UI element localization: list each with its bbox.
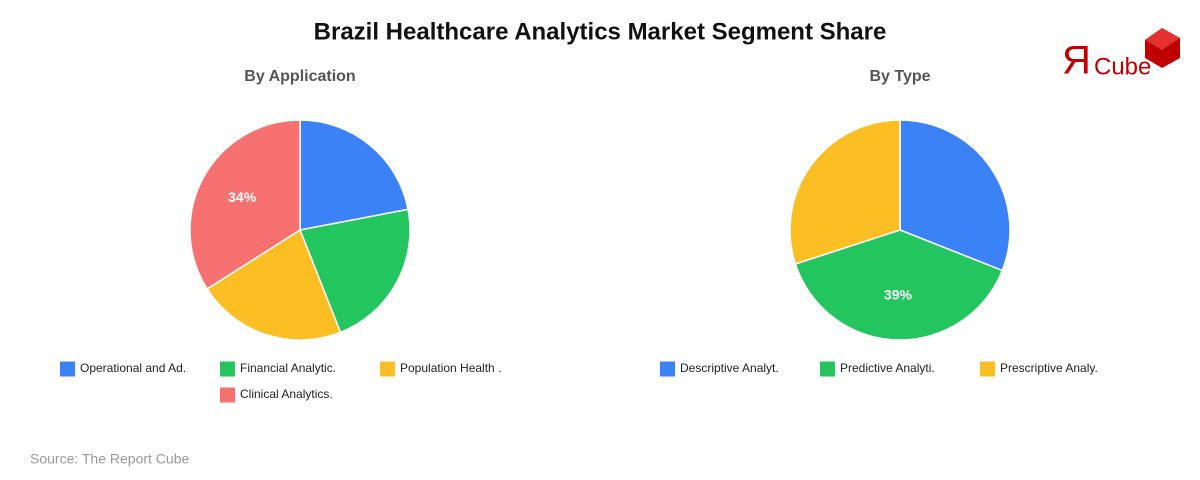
legend-swatch	[220, 387, 235, 403]
legend-label: Operational and Ad.	[80, 361, 186, 375]
source: Source: The Report Cube	[30, 451, 189, 467]
data-label: 39%	[884, 287, 913, 303]
pie-slice	[789, 119, 901, 265]
pie-slice	[298, 208, 411, 334]
legend-label: Population Health .	[400, 361, 501, 375]
legend-label: Descriptive Analyt.	[680, 361, 779, 375]
chart-title: By Application	[244, 68, 355, 85]
logo-text: Cube	[1094, 53, 1151, 80]
data-label: 34%	[228, 189, 257, 205]
legend-swatch	[660, 361, 675, 377]
legend-swatch	[60, 361, 75, 377]
legend-swatch	[820, 361, 835, 377]
pie-slice	[794, 229, 1004, 341]
pie-slice	[299, 119, 409, 231]
legend-label: Predictive Analyti.	[840, 361, 935, 375]
pie-slice	[206, 228, 342, 341]
logo-cube-top	[1145, 28, 1180, 50]
pie-slice	[899, 119, 1011, 272]
legend-label: Prescriptive Analy.	[1000, 361, 1098, 375]
legend-swatch	[380, 361, 395, 377]
logo-mark: Я	[1062, 39, 1091, 83]
legend-swatch	[220, 361, 235, 377]
logo: Я Cube	[1062, 28, 1180, 83]
legend-label: Clinical Analytics.	[240, 387, 333, 401]
pie-slice	[189, 119, 301, 290]
chart-title: By Type	[869, 68, 930, 85]
page-title: Brazil Healthcare Analytics Market Segme…	[314, 18, 887, 45]
legend-label: Financial Analytic.	[240, 361, 336, 375]
legend-swatch	[980, 361, 995, 377]
